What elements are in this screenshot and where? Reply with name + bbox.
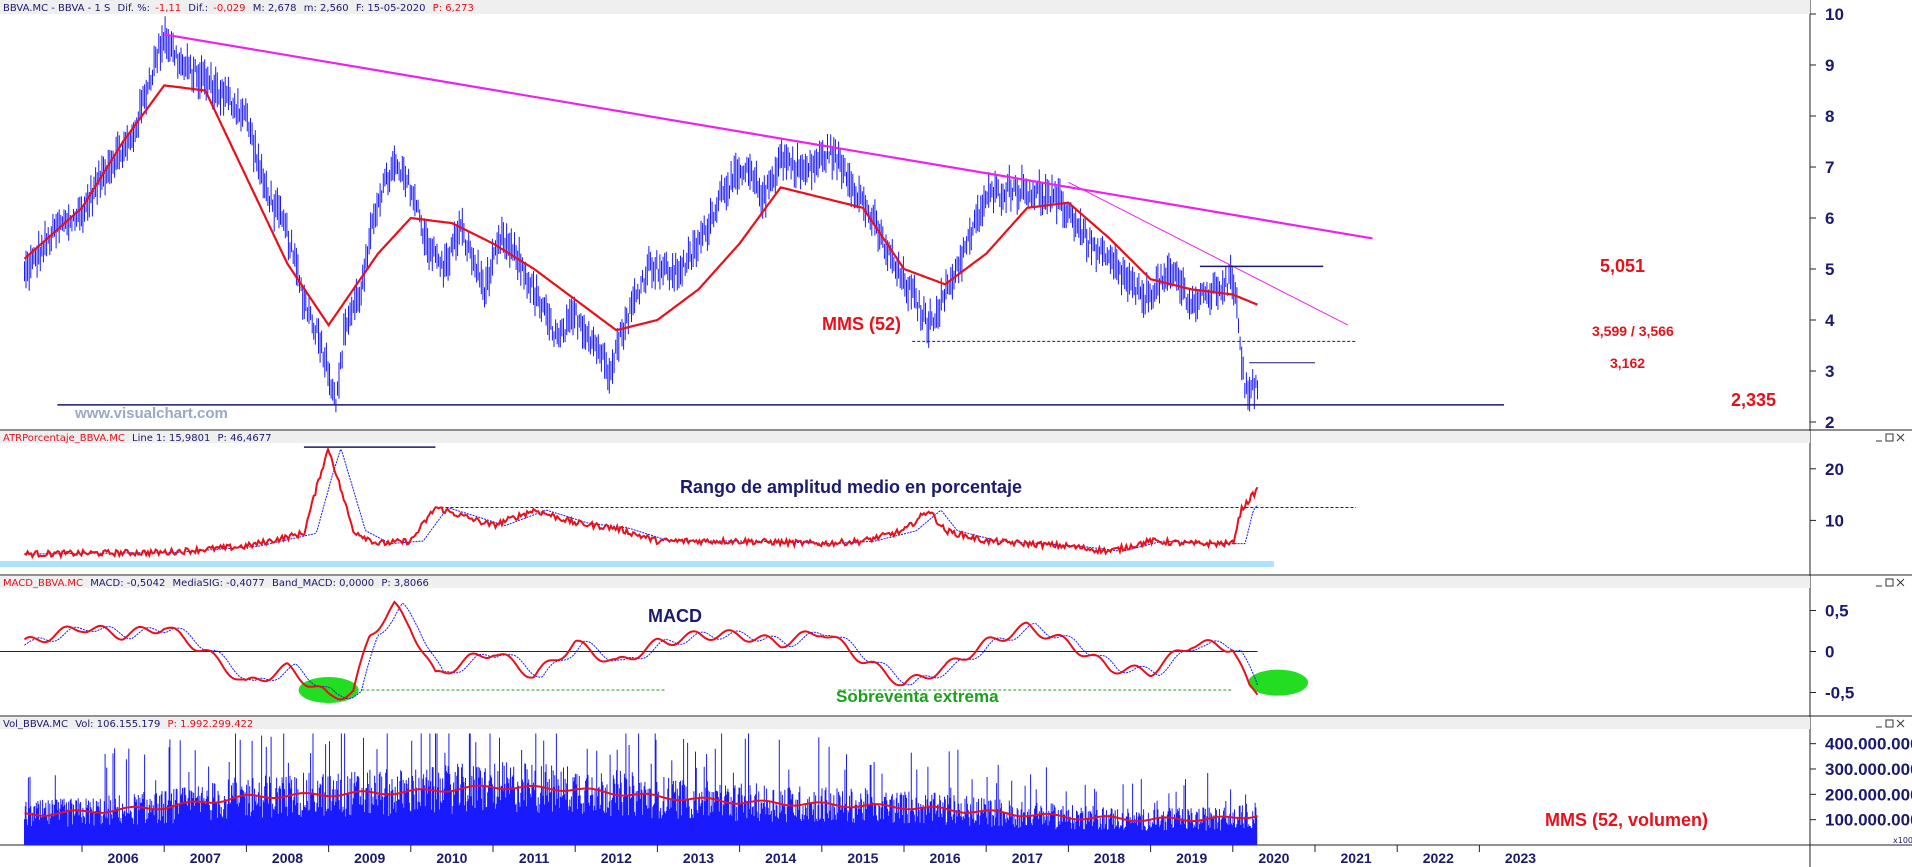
atr-title-annotation: Rango de amplitud medio en porcentaje [680,477,1022,497]
atr-window-controls[interactable] [1876,433,1905,442]
atr-line [23,446,1259,560]
x-tick-label: 2013 [683,850,714,866]
atr-y-tick-label: 10 [1825,511,1844,530]
volume-scale-corner: x100 [1893,836,1912,845]
volume-y-tick-label: 200.000.000 [1825,785,1912,804]
oversold-ellipse-2009 [298,677,359,704]
price-panel-header: BBVA.MC - BBVA - 1 S Dif. %: -1,11 Dif.:… [3,3,474,14]
price-bar-series [24,16,1258,413]
mma-52-line [23,84,1258,332]
volume-bars [24,733,1258,845]
price-y-tick-label: 6 [1825,209,1834,228]
x-tick-label: 2008 [272,850,303,866]
macd-line [23,600,1259,701]
price-y-tick-label: 8 [1825,107,1834,126]
price-candles [24,16,1258,413]
mma-label: MMS (52) [822,314,901,334]
x-tick-label: 2014 [765,850,796,866]
atr-y-tick-label: 20 [1825,460,1844,479]
volume-y-tick-label: 400.000.000 [1825,735,1912,754]
atr-baseline-band [0,561,1274,567]
x-tick-label: 2006 [108,850,139,866]
oversold-annotation: Sobreventa extrema [836,687,999,706]
price-y-tick-label: 3 [1825,362,1834,381]
secondary-trendline [1068,181,1349,326]
macd-panel-header: MACD_BBVA.MC MACD: -0,5042 MediaSIG: -0,… [3,578,429,589]
macd-title-annotation: MACD [648,606,702,626]
atr-layer [0,446,1357,567]
macd-y-tick-label: -0,5 [1825,684,1854,703]
oversold-ellipse-2020 [1248,669,1309,696]
volume-panel-header: Vol_BBVA.MC Vol: 106.155.179 P: 1.992.29… [3,719,253,730]
level-3599-label: 3,599 / 3,566 [1592,323,1674,339]
volume-y-tick-label: 100.000.000 [1825,811,1912,830]
volume-mma-label: MMS (52, volumen) [1545,810,1708,830]
x-tick-label: 2012 [601,850,632,866]
x-tick-label: 2020 [1258,850,1289,866]
x-tick-label: 2021 [1341,850,1372,866]
macd-window-controls[interactable] [1876,578,1905,587]
x-tick-label: 2018 [1094,850,1125,866]
x-tick-label: 2019 [1176,850,1207,866]
price-y-tick-label: 5 [1825,260,1834,279]
volume-y-tick-label: 300.000.000 [1825,760,1912,779]
x-tick-label: 2010 [436,850,467,866]
price-y-tick-label: 9 [1825,56,1834,75]
volume-window-controls[interactable] [1876,719,1905,728]
price-layer [23,33,1505,406]
price-y-tick-label: 7 [1825,158,1834,177]
level-2335-label: 2,335 [1731,390,1776,410]
x-tick-label: 2017 [1012,850,1043,866]
level-3162-label: 3,162 [1610,355,1645,371]
axes-layer: 109876543220100,50-0,5400.000.000300.000… [81,5,1912,866]
price-bars [24,16,1258,413]
x-tick-label: 2016 [930,850,961,866]
watermark: www.visualchart.com [74,405,228,422]
price-y-tick-label: 4 [1825,311,1835,330]
macd-y-tick-label: 0 [1825,643,1834,662]
x-tick-label: 2015 [847,850,878,866]
main-trendline [164,33,1373,240]
macd-layer [0,600,1309,704]
volume-layer [24,733,1258,845]
volume-mma-line [24,784,1258,823]
level-5051-label: 5,051 [1600,256,1645,276]
x-tick-label: 2007 [190,850,221,866]
atr-panel-header: ATRPorcentaje_BBVA.MC Line 1: 15,9801 P:… [3,433,271,444]
macd-y-tick-label: 0,5 [1825,602,1849,621]
x-tick-label: 2011 [519,850,550,866]
price-y-tick-label: 2 [1825,413,1834,432]
price-y-tick-label: 10 [1825,5,1844,24]
x-tick-label: 2009 [354,850,385,866]
x-tick-label: 2022 [1423,850,1454,866]
x-tick-label: 2023 [1505,850,1536,866]
